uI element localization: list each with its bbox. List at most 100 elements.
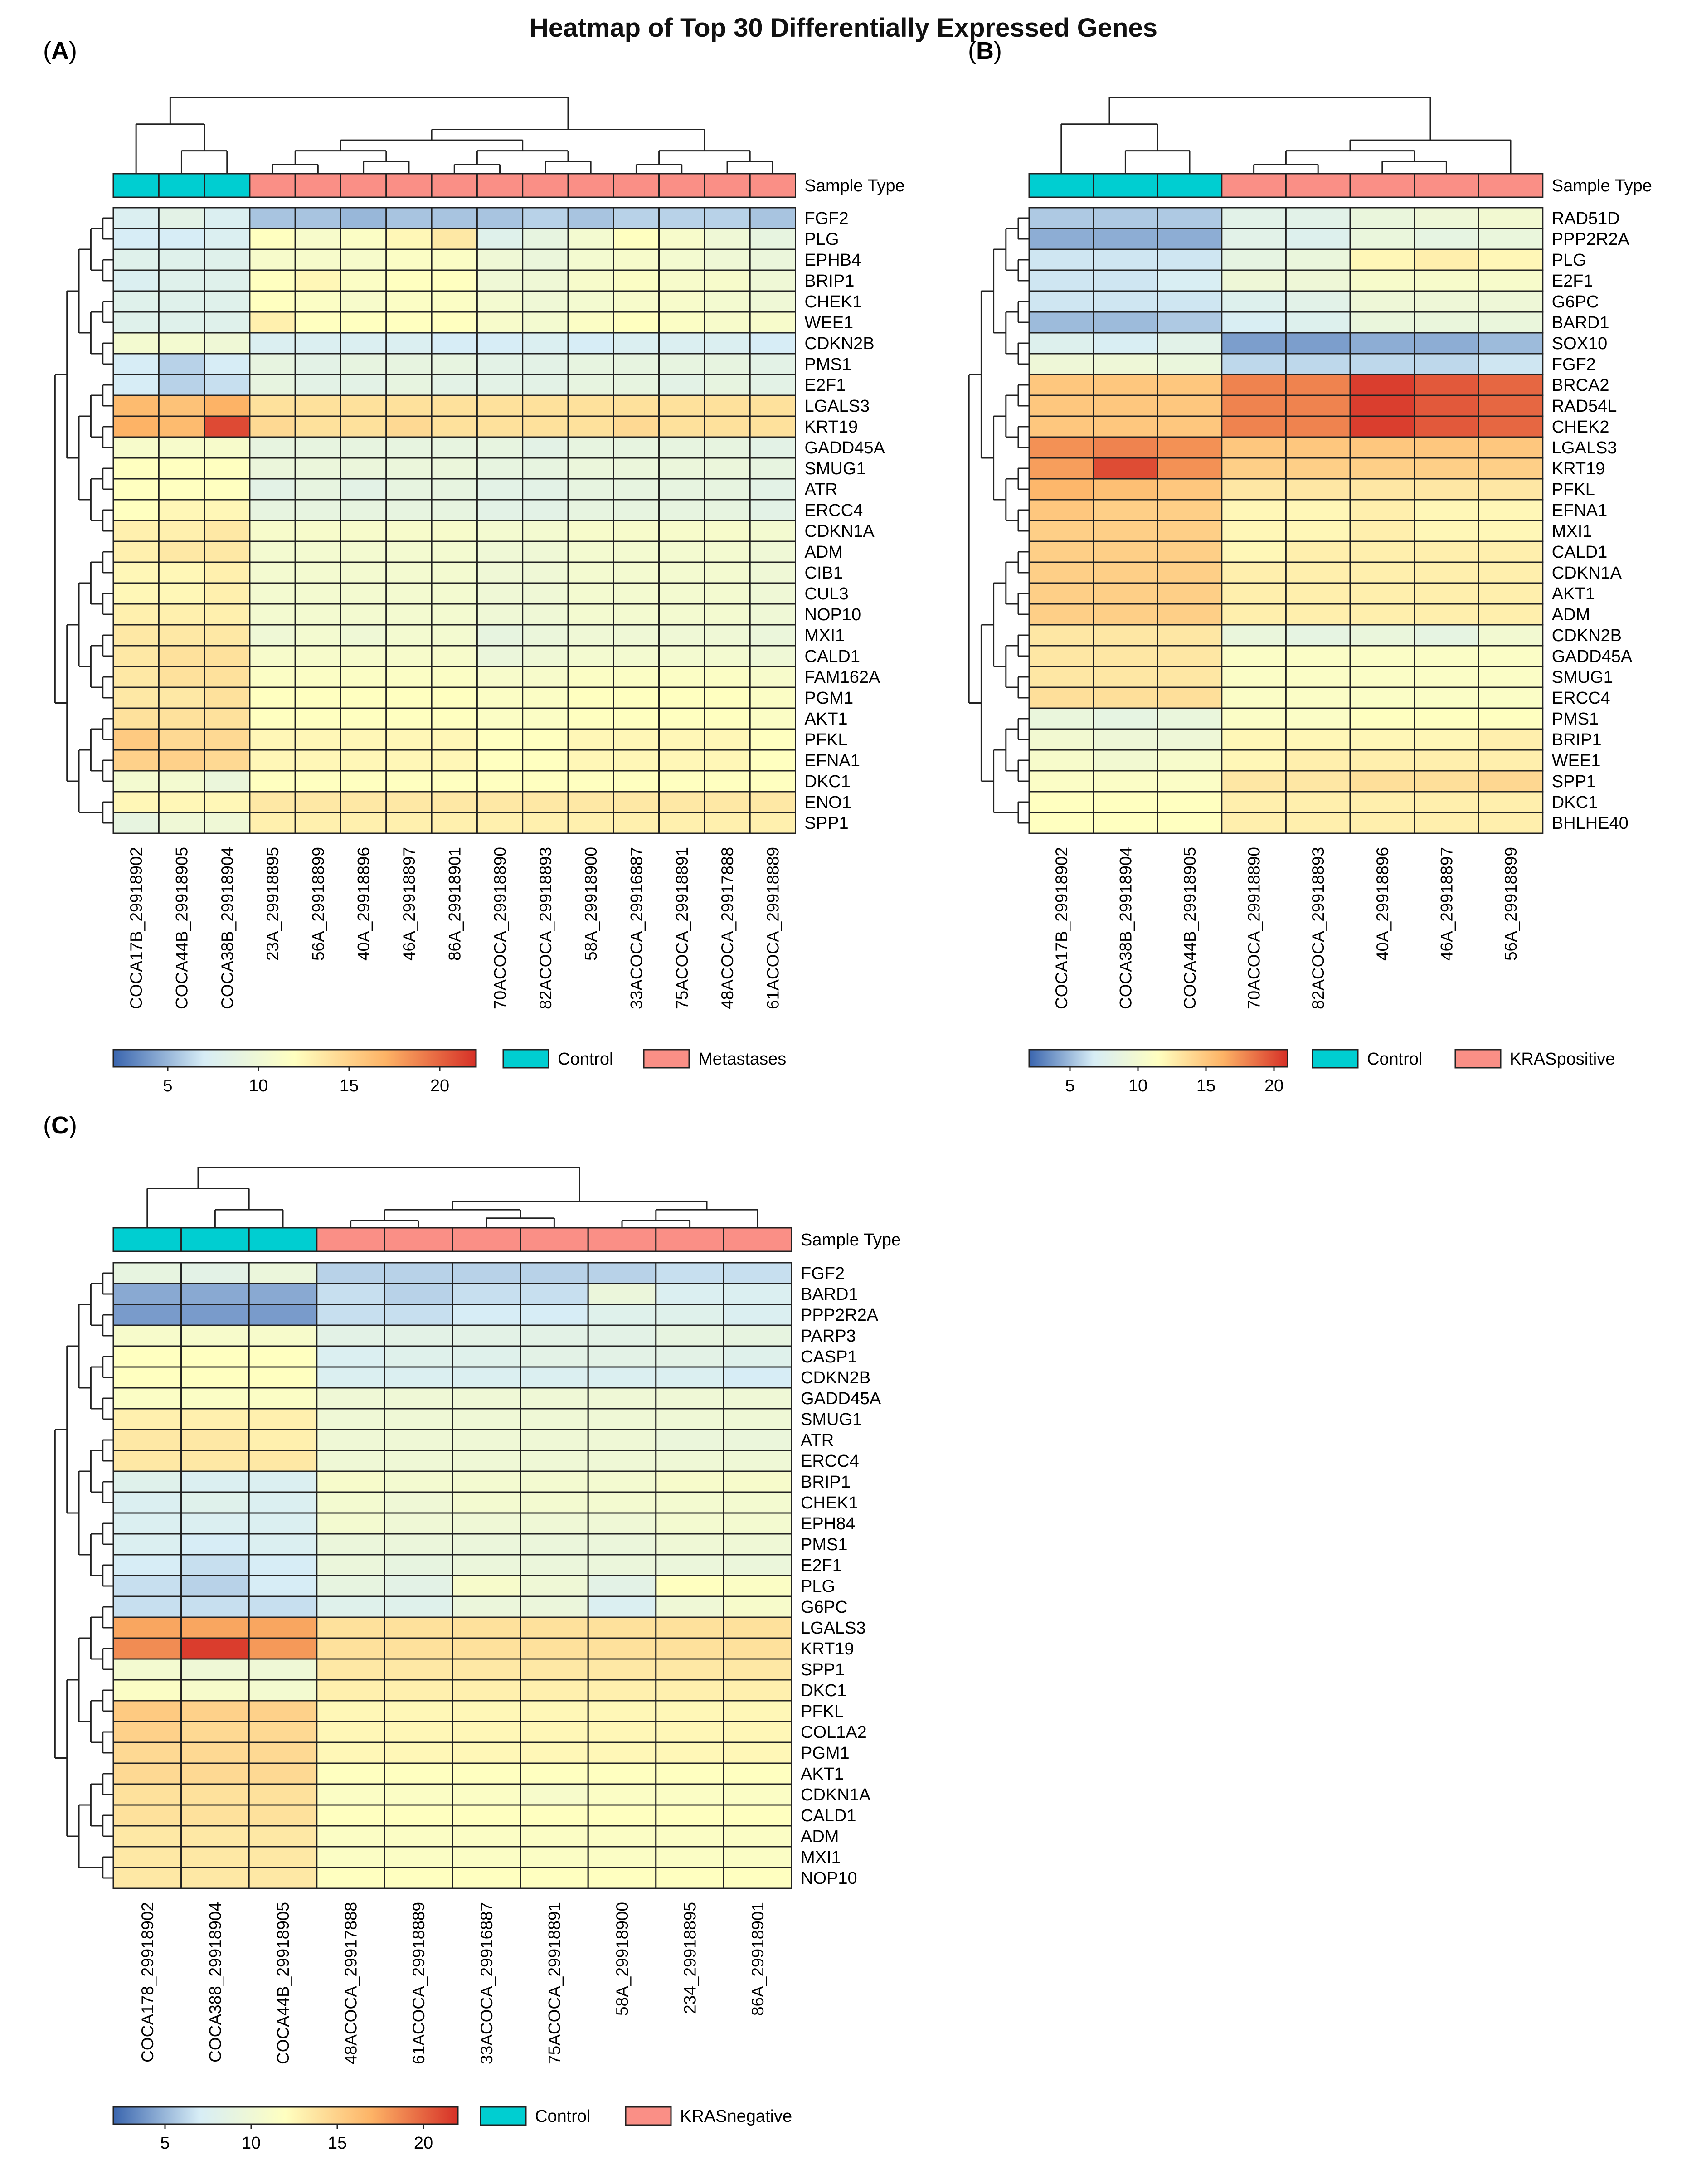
gene-label: G6PC [1552, 292, 1599, 311]
heatmap-cell [1414, 353, 1479, 375]
heatmap-cell [1414, 728, 1479, 751]
heatmap-cell [452, 1450, 521, 1472]
gene-label: GADD45A [1552, 647, 1633, 666]
heatmap-cell [567, 228, 614, 250]
heatmap-cell [316, 1262, 385, 1284]
heatmap-cell [567, 332, 614, 355]
heatmap-cell [587, 1533, 657, 1556]
annotation-cell-case [567, 173, 614, 198]
heatmap-cell [316, 1366, 385, 1389]
heatmap-cell [749, 520, 796, 542]
heatmap-cell [340, 374, 387, 396]
heatmap-cell [112, 749, 160, 772]
heatmap-cell [316, 1846, 385, 1868]
heatmap-cell [749, 707, 796, 730]
heatmap-cell [1221, 457, 1287, 480]
heatmap-cell [613, 457, 660, 480]
gene-label: KRT19 [1552, 459, 1605, 478]
gene-label: CDKN1A [805, 522, 875, 541]
heatmap-cell [1285, 749, 1351, 772]
heatmap-cell [431, 269, 478, 292]
annotation-cell-case [1414, 173, 1479, 198]
heatmap-cell [1157, 645, 1223, 667]
heatmap-cell [180, 1554, 250, 1576]
heatmap-cell [1221, 499, 1287, 521]
heatmap-cell [704, 603, 751, 626]
heatmap-cell [204, 290, 251, 313]
heatmap-cell [658, 332, 705, 355]
heatmap-cell [704, 499, 751, 521]
heatmap-cell [476, 394, 524, 417]
row-dendrogram [54, 217, 113, 824]
heatmap-cell [1349, 332, 1415, 355]
heatmap-cell [316, 1762, 385, 1785]
heatmap-cell [1349, 436, 1415, 459]
heatmap-cell [1093, 540, 1158, 563]
annotation-title: Sample Type [805, 176, 905, 195]
heatmap-cell [340, 248, 387, 271]
heatmap-cell [1093, 728, 1158, 751]
heatmap-cell [384, 1700, 453, 1722]
heatmap-cell [316, 1741, 385, 1764]
heatmap-cell [520, 1616, 589, 1639]
heatmap-cell [613, 770, 660, 793]
heatmap-cell [180, 1366, 250, 1389]
heatmap-cell [587, 1595, 657, 1618]
heatmap-cell [520, 1450, 589, 1472]
heatmap-cell [385, 520, 433, 542]
heatmap-cell [248, 1366, 318, 1389]
gene-label: CDKN2B [805, 334, 875, 353]
heatmap-cell [1414, 499, 1479, 521]
gene-label: CALD1 [801, 1806, 856, 1825]
heatmap-cell [294, 520, 342, 542]
heatmap-cell [158, 707, 205, 730]
heatmap-cell [1093, 290, 1158, 313]
gene-label: BARD1 [801, 1285, 858, 1304]
heatmap-cell [587, 1867, 657, 1889]
heatmap-cell [1478, 311, 1544, 334]
gene-label: ERCC4 [1552, 689, 1610, 708]
heatmap-cell [1478, 749, 1544, 772]
heatmap-cell [704, 520, 751, 542]
heatmap-cell [249, 332, 296, 355]
heatmap-cell [476, 707, 524, 730]
heatmap-cell [452, 1700, 521, 1722]
heatmap-cell [587, 1491, 657, 1514]
heatmap-cell [658, 374, 705, 396]
heatmap-cell [384, 1804, 453, 1827]
heatmap-cell [340, 457, 387, 480]
heatmap-cell [613, 374, 660, 396]
legend-control-swatch [502, 1049, 549, 1069]
heatmap-cell [249, 207, 296, 229]
heatmap-cell [340, 415, 387, 438]
heatmap-cell [1414, 540, 1479, 563]
heatmap-cell [249, 311, 296, 334]
gene-label: AKT1 [805, 710, 848, 729]
heatmap-cell [385, 812, 433, 834]
heatmap-cell [249, 394, 296, 417]
heatmap-cell [248, 1637, 318, 1660]
gene-label: FAM162A [805, 668, 881, 687]
heatmap-cell [476, 749, 524, 772]
heatmap-cell [1478, 707, 1544, 730]
heatmap-grid [112, 1262, 792, 1889]
heatmap-cell [1028, 645, 1094, 667]
heatmap-cell [452, 1324, 521, 1347]
color-scale-bar [112, 2106, 459, 2125]
heatmap-cell [522, 520, 569, 542]
heatmap-cell [112, 1616, 182, 1639]
gene-label: NOP10 [801, 1869, 857, 1888]
heatmap-cell [522, 290, 569, 313]
heatmap-cell [704, 394, 751, 417]
heatmap-cell [1028, 394, 1094, 417]
heatmap-cell [294, 707, 342, 730]
heatmap-cell [316, 1867, 385, 1889]
sample-label: COCA17B_29918902 [127, 847, 146, 1009]
heatmap-cell [1478, 624, 1544, 647]
heatmap-cell [112, 1700, 182, 1722]
heatmap-cell [476, 415, 524, 438]
gene-label: PLG [1552, 251, 1586, 270]
heatmap-cell [1028, 540, 1094, 563]
gene-label: PMS1 [805, 355, 851, 374]
heatmap-cell [158, 603, 205, 626]
